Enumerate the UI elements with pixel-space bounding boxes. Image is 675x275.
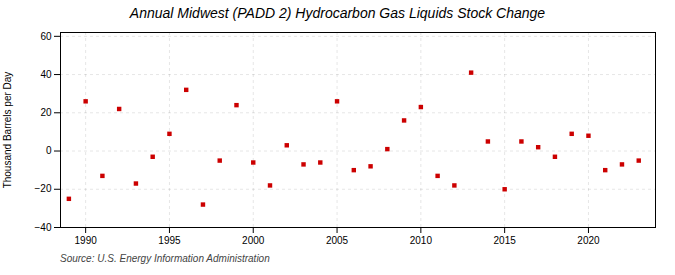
svg-text:60: 60 [40, 31, 52, 42]
svg-text:2005: 2005 [326, 235, 349, 246]
svg-text:20: 20 [40, 107, 52, 118]
svg-text:1995: 1995 [158, 235, 181, 246]
svg-text:−40: −40 [35, 222, 52, 233]
svg-text:2020: 2020 [577, 235, 600, 246]
svg-text:Thousand Barrels per Day: Thousand Barrels per Day [2, 72, 13, 189]
svg-text:1990: 1990 [75, 235, 98, 246]
svg-text:2015: 2015 [494, 235, 517, 246]
svg-text:2010: 2010 [410, 235, 433, 246]
html-text:Annual Midwest (PADD 2) Hydroc: Annual Midwest (PADD 2) Hydrocarbon Gas … [129, 5, 546, 21]
svg-text:−20: −20 [35, 183, 52, 194]
svg-text:0: 0 [46, 145, 52, 156]
html-text:Source: U.S. Energy Informatio: Source: U.S. Energy Information Administ… [60, 253, 270, 264]
svg-text:2000: 2000 [242, 235, 265, 246]
svg-text:40: 40 [40, 69, 52, 80]
